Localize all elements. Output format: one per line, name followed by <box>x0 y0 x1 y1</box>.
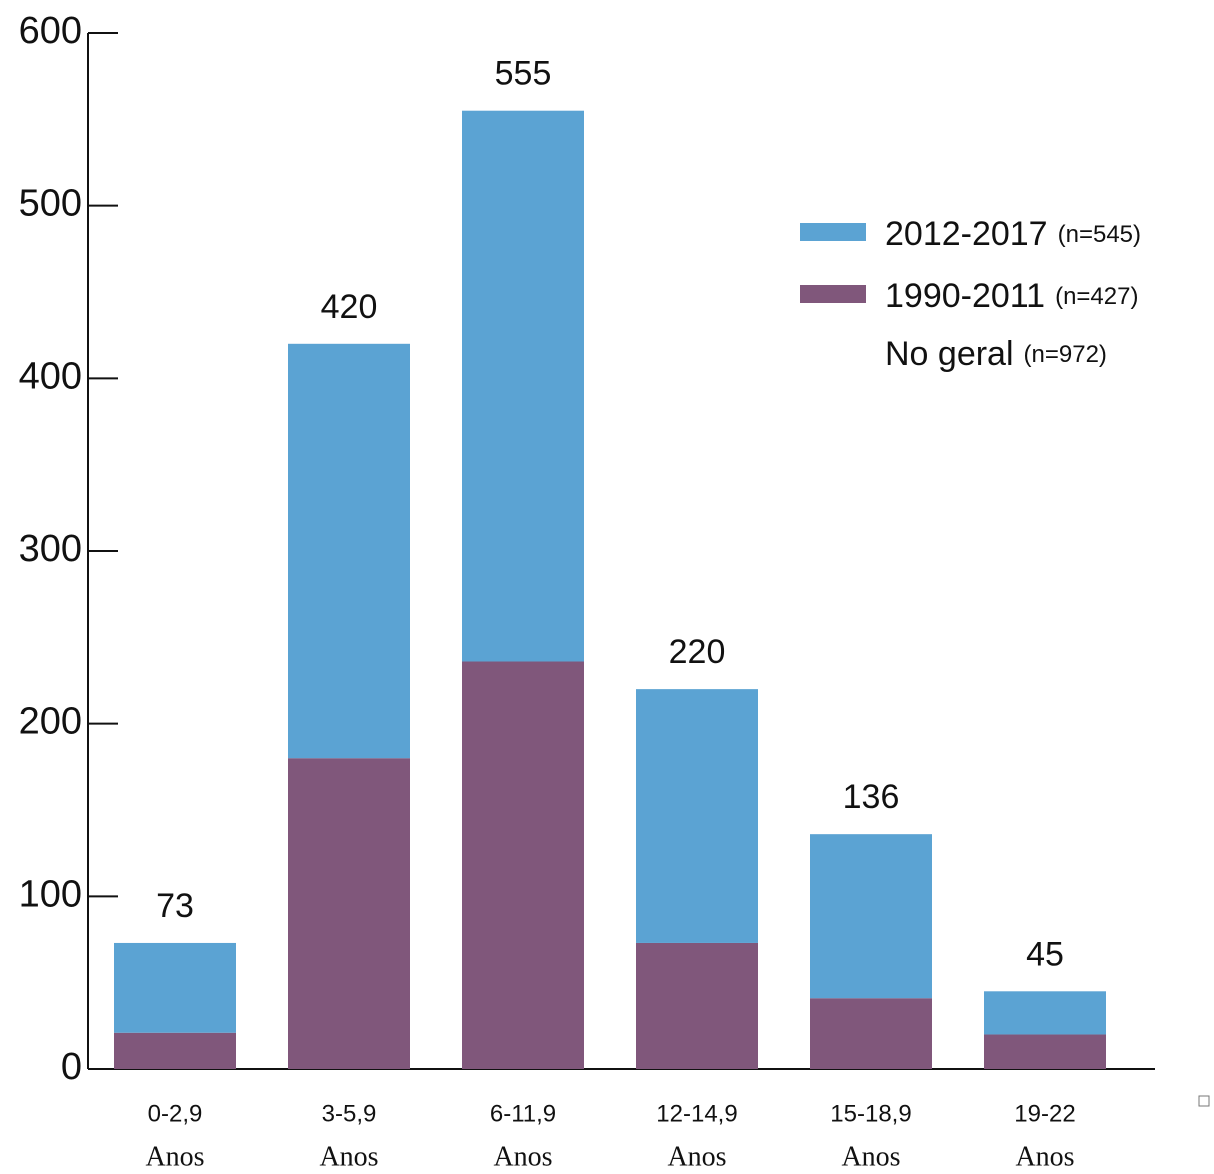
y-tick-label: 100 <box>19 873 82 915</box>
legend-note: (n=427) <box>1055 283 1138 310</box>
y-tick-label: 0 <box>61 1046 82 1088</box>
x-tick-label: 12-14,9 <box>656 1100 737 1127</box>
corner-box <box>1198 1095 1210 1107</box>
bar-segment <box>636 942 758 1069</box>
total-label: 45 <box>1026 935 1064 973</box>
y-tick-label: 500 <box>19 183 82 225</box>
total-label: 420 <box>321 288 378 326</box>
y-tick-label: 600 <box>19 10 82 52</box>
legend-swatch <box>800 223 866 241</box>
x-tick-label: 6-11,9 <box>490 1100 556 1127</box>
bar-segment <box>114 942 236 1033</box>
bar-segment <box>288 343 410 759</box>
total-label: 220 <box>669 633 726 671</box>
legend-entry: 1990-2011 (n=427) <box>885 277 1138 315</box>
legend-extra-note: (n=972) <box>1024 341 1107 368</box>
legend-note: (n=545) <box>1058 221 1141 248</box>
y-tick-label: 200 <box>19 701 82 743</box>
x-tick-label: 0-2,9 <box>148 1100 203 1127</box>
total-label: 136 <box>843 778 900 816</box>
legend-entry: 2012-2017 (n=545) <box>885 215 1141 253</box>
x-tick-label: 19-22 <box>1014 1100 1075 1127</box>
legend-swatch <box>800 285 866 303</box>
legend-label: 2012-2017 <box>885 215 1048 253</box>
x-tick-label: 15-18,9 <box>830 1100 911 1127</box>
x-unit-label: Anos <box>319 1141 378 1172</box>
bar-segment <box>810 834 932 999</box>
bar-segment <box>810 998 932 1069</box>
y-tick-label: 400 <box>19 355 82 397</box>
bar-segment <box>636 689 758 943</box>
bar-segment <box>462 110 584 662</box>
x-unit-label: Anos <box>493 1141 552 1172</box>
bar-segment <box>288 758 410 1069</box>
total-label: 73 <box>156 887 194 925</box>
legend-extra: No geral (n=972) <box>885 335 1107 373</box>
bar-segment <box>984 991 1106 1035</box>
bar-segment <box>984 1034 1106 1069</box>
legend-extra-label: No geral <box>885 335 1014 373</box>
x-unit-label: Anos <box>841 1141 900 1172</box>
y-tick-label: 300 <box>19 528 82 570</box>
bar-segment <box>462 661 584 1069</box>
x-unit-label: Anos <box>145 1141 204 1172</box>
x-unit-label: Anos <box>1015 1141 1074 1172</box>
bar-segment <box>114 1032 236 1069</box>
x-unit-label: Anos <box>667 1141 726 1172</box>
x-tick-label: 3-5,9 <box>322 1100 377 1127</box>
legend-label: 1990-2011 <box>885 277 1045 315</box>
total-label: 555 <box>495 55 552 93</box>
